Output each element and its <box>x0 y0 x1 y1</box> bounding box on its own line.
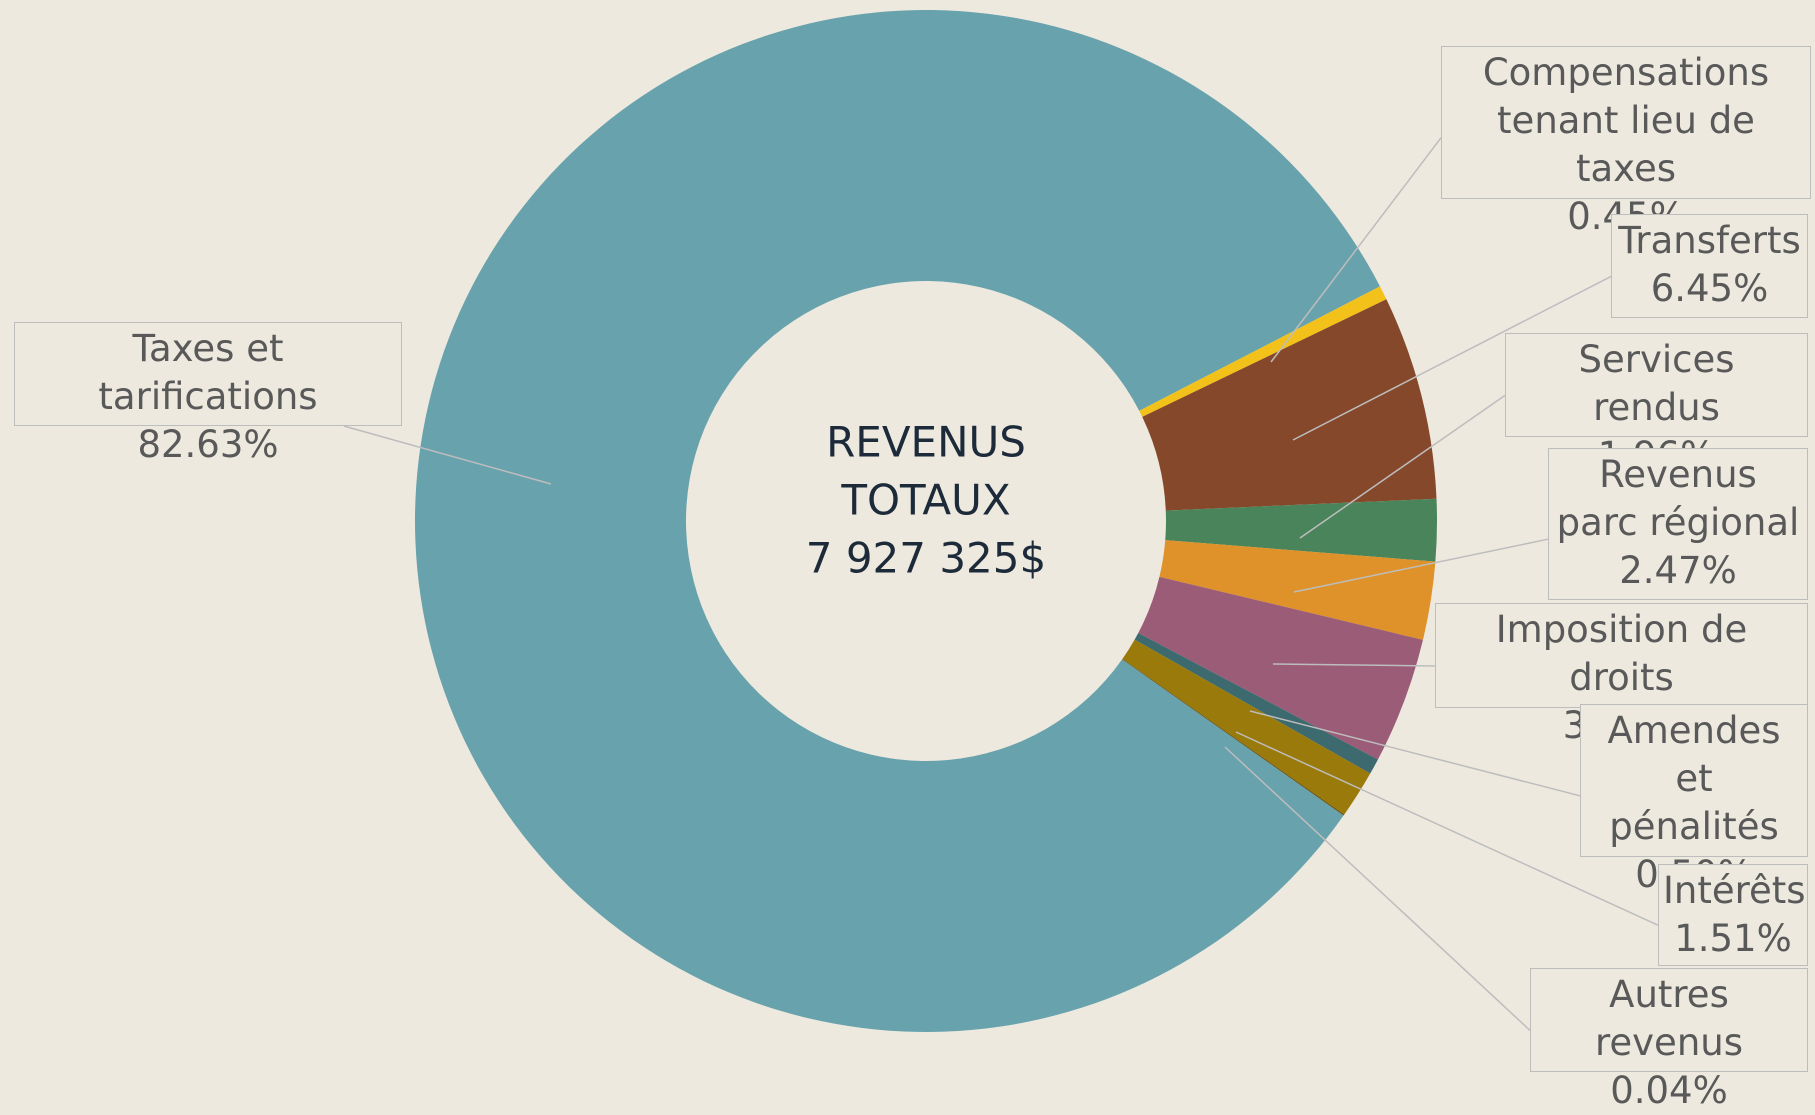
category-label: Revenus parc régional <box>1556 453 1800 544</box>
donut-slice <box>1134 633 1378 774</box>
donut-slice <box>1122 639 1371 815</box>
leader-line <box>1249 710 1581 797</box>
donut-slice <box>1142 299 1437 511</box>
category-label: Intérêts <box>1663 869 1806 912</box>
donut-slice <box>1138 576 1423 760</box>
category-label: Autres revenus <box>1595 973 1743 1064</box>
donut-slice <box>1165 498 1438 562</box>
data-label: Services rendus1.96% <box>1505 333 1808 477</box>
leader-line <box>1299 394 1506 539</box>
value-label: 6.45% <box>1650 267 1769 310</box>
leader-line <box>1224 746 1531 1031</box>
value-label: 82.63% <box>137 423 279 466</box>
value-label: 0.04% <box>1610 1069 1728 1112</box>
data-label: Revenus parc régional 2.47% <box>1548 448 1808 600</box>
leader-line <box>343 425 552 485</box>
category-label: Taxes et tarifications <box>98 327 318 418</box>
center-label: 7 927 325$ <box>806 534 1046 583</box>
data-label: Autres revenus 0.04% <box>1530 968 1808 1112</box>
value-label: 1.51% <box>1674 917 1792 960</box>
center-label: TOTAUX <box>840 476 1010 525</box>
category-label: Transferts <box>1618 219 1801 262</box>
leader-line <box>1293 538 1549 593</box>
donut-slice <box>1159 540 1436 640</box>
data-label: Taxes et tarifications 82.63% <box>14 322 402 466</box>
category-label: Compensations tenant lieu de taxes <box>1482 51 1770 190</box>
donut-slice <box>1122 658 1345 816</box>
category-label: Amendes et pénalités <box>1607 709 1781 848</box>
category-label: Imposition de droits <box>1495 608 1748 699</box>
data-label: Transferts 6.45% <box>1611 214 1808 318</box>
data-label: Intérêts 1.51% <box>1658 864 1808 966</box>
data-label: Compensations tenant lieu de taxes0.45% <box>1441 46 1811 238</box>
leader-line <box>1270 137 1442 363</box>
value-label: 2.47% <box>1619 549 1737 592</box>
leader-line <box>1272 663 1436 667</box>
data-label: Amendes et pénalités0.50% <box>1580 704 1808 896</box>
donut-slice <box>415 10 1380 1033</box>
leader-line <box>1235 731 1659 926</box>
data-label: Imposition de droits3.99% <box>1435 603 1808 747</box>
chart: REVENUS TOTAUX 7 927 325$ <box>343 10 1659 1033</box>
center-label: REVENUS <box>826 418 1026 467</box>
category-label: Services rendus <box>1578 338 1735 429</box>
leader-line <box>1292 275 1612 441</box>
donut-slice <box>1139 286 1387 417</box>
